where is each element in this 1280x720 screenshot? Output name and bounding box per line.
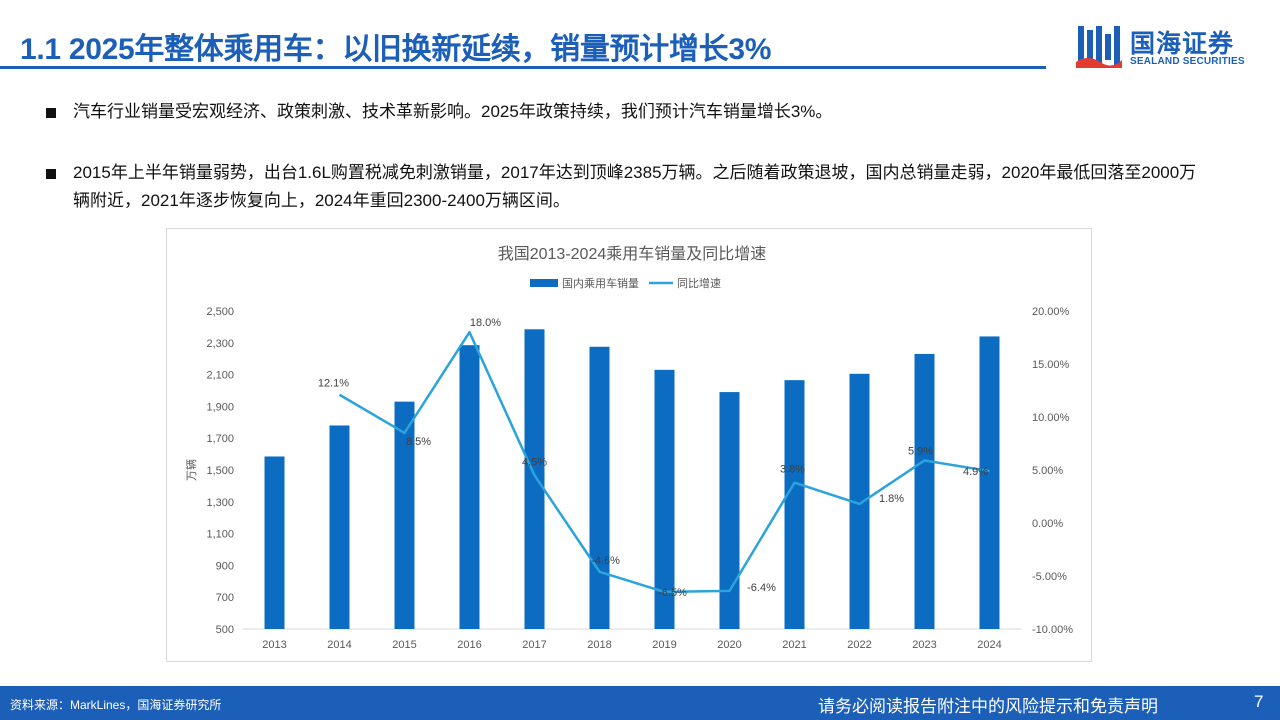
bar-2020	[719, 392, 740, 629]
growth-data-label: 3.8%	[780, 464, 805, 476]
y2-tick-label: -5.00%	[1032, 571, 1067, 583]
bar-2017	[524, 329, 545, 629]
y2-tick-label: -10.00%	[1032, 624, 1073, 636]
y-tick-label: 2,300	[206, 338, 234, 350]
y-tick-label: 1,300	[206, 497, 234, 509]
x-tick-label: 2020	[717, 639, 741, 651]
x-tick-label: 2013	[262, 639, 286, 651]
chart-title: 我国2013-2024乘用车销量及同比增速	[498, 245, 767, 263]
x-tick-label: 2015	[392, 639, 416, 651]
page-title: 1.1 2025年整体乘用车：以旧换新延续，销量预计增长3%	[20, 33, 772, 66]
y-tick-label: 700	[216, 592, 234, 604]
y2-tick-label: 10.00%	[1032, 412, 1070, 424]
y-tick-label: 2,100	[206, 370, 234, 382]
y2-tick-label: 0.00%	[1032, 518, 1063, 530]
legend-label-sales: 国内乘用车销量	[562, 276, 639, 290]
growth-data-label: 18.0%	[470, 317, 501, 329]
growth-data-label: -6.4%	[747, 582, 776, 594]
x-tick-label: 2016	[457, 639, 481, 651]
x-tick-label: 2023	[912, 639, 936, 651]
bar-2015	[394, 401, 415, 629]
chart-container: 我国2013-2024乘用车销量及同比增速国内乘用车销量 同比增速 2,500 2,3…	[166, 228, 1092, 662]
x-tick-label: 2024	[977, 639, 1001, 651]
x-tick-label: 2018	[587, 639, 611, 651]
legend-label-growth: 同比增速	[677, 276, 721, 290]
bar-2022	[849, 373, 870, 629]
growth-data-label: 5.9%	[908, 445, 933, 457]
bullet-text: 汽车行业销量受宏观经济、政策刺激、技术革新影响。2025年政策持续，我们预计汽车…	[73, 102, 833, 121]
y-tick-label: 900	[216, 560, 234, 572]
y-tick-label: 1,700	[206, 433, 234, 445]
growth-data-label: 4.5%	[522, 456, 547, 468]
growth-data-label: 12.1%	[318, 378, 349, 390]
y2-tick-label: 20.00%	[1032, 306, 1070, 318]
bar-2019	[654, 369, 675, 629]
bullet-square-icon	[46, 169, 56, 179]
y-tick-label: 2,500	[206, 306, 234, 318]
x-tick-label: 2019	[652, 639, 676, 651]
y2-tick-label: 5.00%	[1032, 465, 1063, 477]
footer-bar: 资料来源：MarkLines，国海证券研究所 请务必阅读报告附注中的风险提示和免…	[0, 686, 1280, 720]
page-number: 7	[1254, 692, 1264, 711]
y2-tick-label: 15.00%	[1032, 359, 1070, 371]
y-tick-label: 1,900	[206, 401, 234, 413]
x-tick-label: 2022	[847, 639, 871, 651]
bar-2024	[979, 336, 1000, 629]
bar-2014	[329, 425, 350, 629]
bar-2018	[589, 346, 610, 629]
y-tick-label: 1,500	[206, 465, 234, 477]
logo-name-cn: 国海证券	[1130, 30, 1235, 58]
y-tick-label: 1,100	[206, 529, 234, 541]
growth-line	[338, 330, 990, 594]
y-axis-label: 万辆	[184, 459, 198, 481]
sealand-logo-icon	[1076, 26, 1122, 68]
legend-bar-swatch	[530, 279, 558, 287]
bullet-1: 汽车行业销量受宏观经济、政策刺激、技术革新影响。2025年政策持续，我们预计汽车…	[46, 98, 1213, 126]
bullet-text: 2015年上半年销量弱势，出台1.6L购置税减免刺激销量，2017年达到顶峰23…	[73, 163, 1197, 210]
growth-data-label: 8.5%	[406, 436, 431, 448]
bullet-2: 2015年上半年销量弱势，出台1.6L购置税减免刺激销量，2017年达到顶峰23…	[46, 159, 1213, 215]
source-note: 资料来源：MarkLines，国海证券研究所	[10, 698, 222, 712]
x-tick-label: 2017	[522, 639, 546, 651]
company-logo: 国海证券 SEALAND SECURITIES	[1076, 24, 1266, 70]
growth-data-label: 1.8%	[879, 493, 904, 505]
growth-data-label: 4.9%	[963, 466, 988, 478]
bullet-square-icon	[46, 108, 56, 118]
growth-data-label: -6.5%	[658, 587, 687, 599]
title-divider	[0, 66, 1046, 69]
y-tick-label: 500	[216, 624, 234, 636]
disclaimer: 请务必阅读报告附注中的风险提示和免责声明	[818, 697, 1158, 716]
x-tick-label: 2021	[782, 639, 806, 651]
bar-2021	[784, 380, 805, 629]
logo-name-en: SEALAND SECURITIES	[1130, 56, 1245, 67]
x-tick-label: 2014	[327, 639, 351, 651]
bar-2023	[914, 353, 935, 629]
bar-2013	[264, 456, 285, 629]
bar-2016	[459, 345, 480, 629]
growth-data-label: -4.6%	[591, 555, 620, 567]
